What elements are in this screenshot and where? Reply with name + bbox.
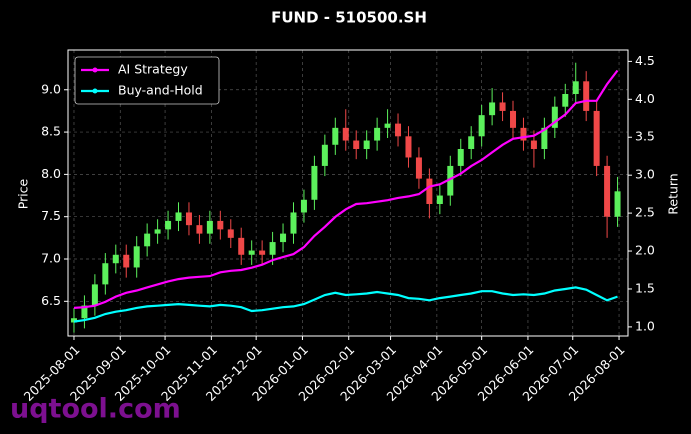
candle-body bbox=[144, 233, 151, 247]
candle-body bbox=[395, 123, 402, 137]
y2-tick-label: 1.0 bbox=[635, 318, 655, 333]
candle-body bbox=[123, 254, 130, 268]
legend-label: Buy-and-Hold bbox=[118, 83, 203, 98]
candle-body bbox=[206, 220, 213, 234]
candle-body bbox=[133, 246, 140, 268]
candle-body bbox=[447, 165, 454, 196]
y2-tick-label: 4.5 bbox=[635, 53, 655, 68]
candle-body bbox=[259, 250, 266, 255]
candle-body bbox=[102, 263, 109, 285]
candle-body bbox=[415, 157, 422, 179]
candle-body bbox=[374, 127, 381, 141]
candle-body bbox=[70, 318, 77, 323]
chart-title: FUND - 510500.SH bbox=[271, 9, 427, 27]
candle-body bbox=[342, 127, 349, 141]
candle-body bbox=[217, 220, 224, 230]
candle-body bbox=[196, 225, 203, 234]
y-tick-label: 8.5 bbox=[41, 124, 61, 139]
candle-body bbox=[541, 127, 548, 149]
y2-axis-label: Return bbox=[666, 173, 681, 214]
candle-body bbox=[300, 199, 307, 213]
candle-body bbox=[321, 144, 328, 166]
candle-body bbox=[593, 110, 600, 166]
line-series bbox=[73, 286, 618, 323]
line-series bbox=[73, 69, 619, 309]
candle-body bbox=[614, 191, 621, 217]
candle-body bbox=[405, 136, 412, 158]
candle-body bbox=[572, 81, 579, 94]
candle-body bbox=[468, 136, 475, 149]
candle-body bbox=[227, 229, 234, 238]
candle-body bbox=[248, 250, 255, 255]
candle-body bbox=[332, 127, 339, 145]
y-tick-label: 7.0 bbox=[41, 251, 61, 266]
legend-label: AI Strategy bbox=[118, 62, 188, 77]
candle-body bbox=[363, 140, 370, 149]
y-axis-label: Price bbox=[16, 178, 31, 209]
candle-body bbox=[154, 229, 161, 234]
legend-marker bbox=[92, 88, 98, 94]
y2-tick-label: 3.0 bbox=[635, 167, 655, 182]
y-tick-label: 6.5 bbox=[41, 293, 61, 308]
y-tick-label: 7.5 bbox=[41, 208, 61, 223]
candle-body bbox=[436, 195, 443, 204]
y2-tick-label: 1.5 bbox=[635, 280, 655, 295]
legend-marker bbox=[92, 67, 98, 73]
candle-body bbox=[238, 237, 245, 255]
candle-body bbox=[426, 178, 433, 204]
candle-body bbox=[175, 212, 182, 221]
candle-body bbox=[112, 254, 119, 264]
candle-body bbox=[91, 284, 98, 306]
candle-body bbox=[457, 149, 464, 166]
candle-body bbox=[520, 127, 527, 141]
candle-body bbox=[269, 242, 276, 255]
y2-tick-label: 2.0 bbox=[635, 243, 655, 258]
candle-body bbox=[583, 81, 590, 111]
candle-body bbox=[81, 305, 88, 319]
candle-body bbox=[353, 140, 360, 149]
candle-body bbox=[384, 123, 391, 128]
y-tick-label: 9.0 bbox=[41, 81, 61, 96]
candle-body bbox=[562, 94, 569, 107]
candle-body bbox=[510, 110, 517, 128]
y-tick-label: 8.0 bbox=[41, 166, 61, 181]
candle-body bbox=[499, 102, 506, 111]
candle-body bbox=[165, 220, 172, 230]
plot-frame bbox=[67, 49, 629, 337]
candle-body bbox=[604, 165, 611, 217]
y2-tick-label: 2.5 bbox=[635, 205, 655, 220]
candle-body bbox=[290, 212, 297, 234]
candle-body bbox=[530, 140, 537, 149]
legend: AI Strategy Buy-and-Hold bbox=[74, 56, 220, 105]
candle-body bbox=[551, 106, 558, 128]
candle-body bbox=[185, 212, 192, 226]
y2-tick-label: 4.0 bbox=[635, 91, 655, 106]
legend-box bbox=[74, 56, 220, 105]
candle-body bbox=[489, 102, 496, 116]
candle-body bbox=[478, 115, 485, 137]
candle-body bbox=[311, 165, 318, 200]
watermark: uqtool.com bbox=[10, 394, 181, 425]
y2-tick-label: 3.5 bbox=[635, 129, 655, 144]
candle-body bbox=[280, 233, 287, 243]
